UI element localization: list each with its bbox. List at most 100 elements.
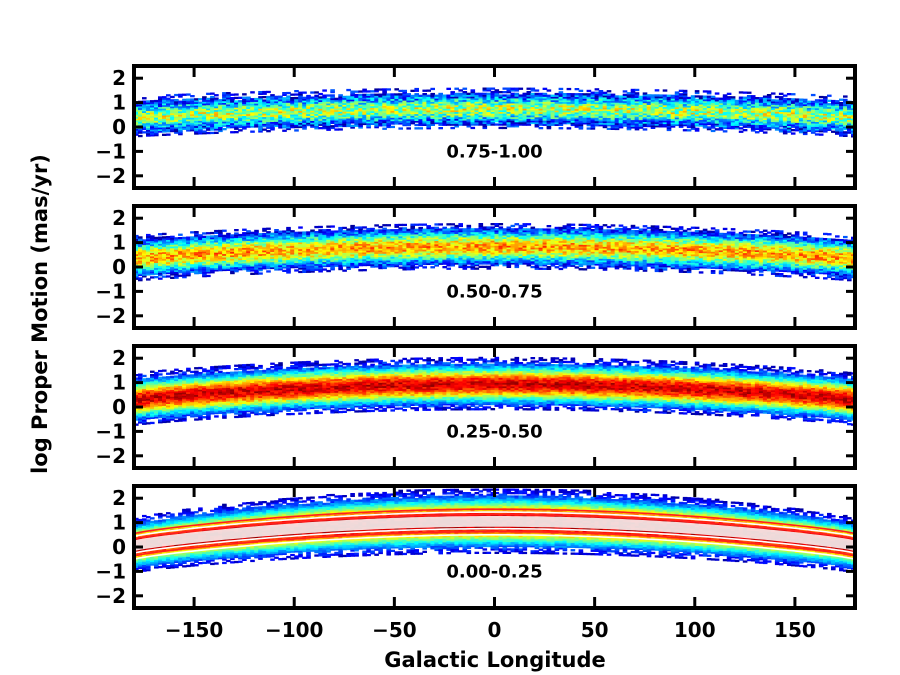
heat-cell (498, 113, 504, 116)
heat-cell (474, 102, 480, 106)
heat-cell (258, 126, 263, 130)
heat-cell (626, 119, 632, 122)
heat-cell (326, 230, 331, 233)
heat-cell (218, 236, 223, 239)
heat-cell (606, 107, 612, 110)
heat-cell (278, 230, 283, 233)
heat-cell (746, 95, 752, 98)
heat-cell (394, 95, 399, 98)
heat-cell (262, 260, 267, 263)
heat-cell (442, 103, 447, 106)
heat-cell (162, 121, 167, 124)
heat-cell (222, 119, 227, 122)
heat-cell (270, 118, 275, 121)
heat-cell (246, 118, 251, 121)
heat-cell (618, 105, 624, 108)
heat-cell (306, 255, 311, 258)
heat-cell (202, 249, 207, 252)
heat-cell (794, 115, 800, 118)
heat-cell (590, 91, 596, 94)
heat-cell (158, 128, 163, 131)
heat-cell (498, 96, 504, 99)
heat-cell (234, 258, 239, 261)
heat-cell (843, 126, 848, 129)
heat-cell (550, 118, 556, 121)
heat-cell (630, 119, 636, 122)
heat-cell (334, 233, 339, 237)
heat-cell (462, 99, 468, 102)
heat-cell (366, 90, 371, 93)
heat-cell (270, 114, 275, 117)
heat-cell (274, 111, 279, 114)
heat-cell (542, 104, 548, 108)
heat-cell (462, 104, 468, 107)
heat-cell (682, 117, 688, 120)
heat-cell (334, 111, 339, 114)
heat-cell (454, 97, 459, 101)
heat-cell (234, 256, 239, 259)
heat-cell (774, 101, 780, 104)
heat-cell (394, 110, 399, 113)
heat-cell (674, 110, 680, 113)
heat-cell (438, 101, 443, 104)
heat-cell (630, 114, 636, 117)
heat-cell (786, 130, 792, 133)
heat-cell (414, 103, 419, 106)
heat-cell (702, 102, 708, 105)
heat-cell (242, 93, 247, 96)
heat-cell (234, 268, 239, 271)
heat-cell (134, 277, 139, 280)
heat-cell (750, 112, 756, 115)
heat-cell (514, 120, 520, 123)
heat-cell (610, 112, 616, 115)
heat-cell (678, 105, 684, 108)
heat-cell (746, 105, 752, 108)
heat-cell (486, 121, 492, 124)
heat-cell (366, 93, 371, 96)
heat-cell (686, 112, 692, 115)
heat-cell (354, 260, 359, 263)
heat-cell (730, 111, 736, 114)
heat-cell (658, 104, 664, 107)
heat-cell (218, 117, 223, 121)
heat-cell (666, 111, 672, 114)
heat-cell (802, 103, 808, 107)
heat-cell (426, 110, 431, 113)
heat-cell (250, 236, 255, 240)
heat-cell (794, 106, 800, 110)
heat-cell (246, 230, 251, 233)
heat-cell (314, 251, 319, 254)
heat-cell (386, 101, 391, 105)
heat-cell (602, 103, 608, 106)
heat-cell (342, 104, 347, 107)
heat-cell (346, 235, 351, 238)
heat-cell (670, 101, 676, 104)
heat-cell (614, 117, 620, 120)
heat-cell (190, 261, 195, 265)
heat-cell (190, 113, 195, 116)
heat-cell (194, 132, 199, 135)
heat-cell (674, 122, 680, 125)
heat-cell (614, 127, 620, 131)
heat-cell (434, 111, 439, 114)
heat-cell (382, 124, 387, 127)
heat-cell (350, 226, 355, 229)
heat-cell (382, 117, 387, 120)
heat-cell (238, 239, 243, 242)
heat-cell (782, 123, 788, 126)
heat-cell (258, 236, 263, 239)
heat-cell (306, 234, 311, 237)
heat-cell (546, 108, 552, 111)
heat-cell (278, 234, 283, 237)
heat-cell (286, 243, 291, 247)
heat-cell (210, 259, 215, 262)
heat-cell (658, 108, 664, 111)
heat-cell (206, 269, 211, 272)
heat-cell (338, 226, 343, 230)
heat-cell (550, 96, 556, 99)
heat-cell (346, 107, 351, 110)
heat-cell (318, 106, 323, 109)
heat-cell (586, 96, 592, 99)
heat-cell (370, 115, 375, 119)
heat-cell (562, 113, 568, 116)
